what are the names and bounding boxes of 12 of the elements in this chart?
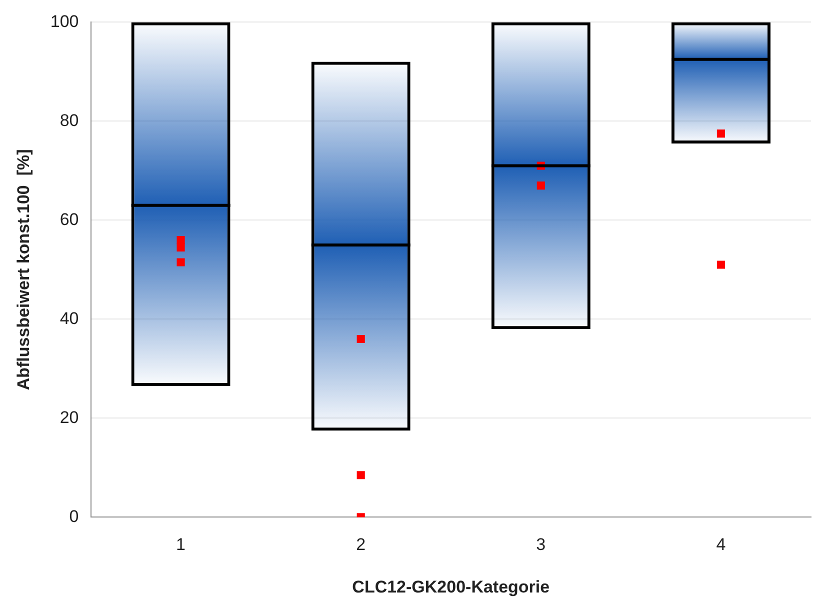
- y-tick-label: 100: [50, 12, 79, 31]
- x-tick-label: 1: [176, 535, 186, 554]
- x-axis-title: CLC12-GK200-Kategorie: [352, 577, 550, 596]
- x-tick-label: 3: [536, 535, 546, 554]
- y-axis-title: Abflussbeiwert konst.100 [%]: [14, 149, 33, 390]
- x-tick-label: 2: [356, 535, 366, 554]
- y-tick-label: 40: [60, 308, 79, 328]
- y-tick-label: 60: [60, 210, 79, 229]
- y-tick-label: 80: [60, 110, 79, 130]
- y-tick-label: 20: [60, 408, 79, 427]
- x-tick-label: 4: [716, 535, 726, 554]
- y-tick-label: 0: [69, 506, 79, 526]
